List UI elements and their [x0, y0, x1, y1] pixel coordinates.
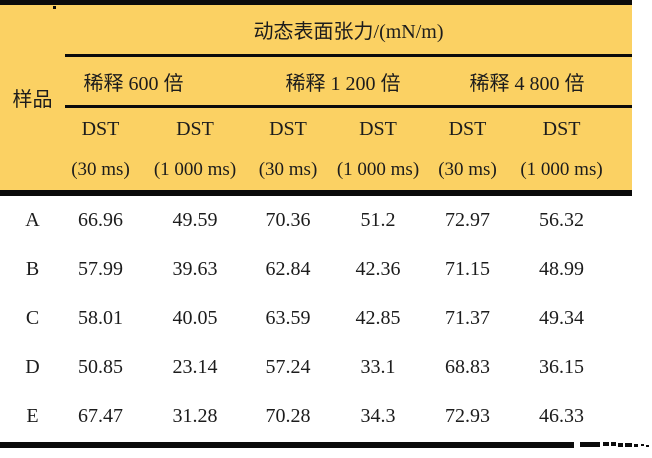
table-row-E: E 67.47 31.28 70.28 34.3 72.93 46.33: [0, 392, 633, 441]
cell-value: 51.2: [334, 193, 422, 245]
cell-value: 72.97: [422, 193, 513, 245]
cell-value: 50.85: [65, 343, 148, 392]
cell-value: 70.36: [242, 193, 334, 245]
cell-value: 67.47: [65, 392, 148, 441]
time-header-1000ms-2: (1 000 ms): [334, 150, 422, 196]
cell-value: 48.99: [513, 245, 633, 294]
table-row-A: A 66.96 49.59 70.36 51.2 72.97 56.32: [0, 193, 633, 245]
cell-value: 66.96: [65, 193, 148, 245]
time-label-row: (30 ms) (1 000 ms) (30 ms) (1 000 ms) (3…: [0, 150, 633, 196]
cell-value: 72.93: [422, 392, 513, 441]
dilution-group-row: 稀释 600 倍 稀释 1 200 倍 稀释 4 800 倍: [0, 55, 633, 108]
sample-column-header: 样品: [0, 2, 65, 196]
cell-value: 42.36: [334, 245, 422, 294]
cell-value: 62.84: [242, 245, 334, 294]
table-row-D: D 50.85 23.14 57.24 33.1 68.83 36.15: [0, 343, 633, 392]
cell-value: 70.28: [242, 392, 334, 441]
cell-value: 46.33: [513, 392, 633, 441]
cell-value: 31.28: [148, 392, 242, 441]
cell-value: 71.37: [422, 294, 513, 343]
dst-header-6: DST: [513, 106, 633, 150]
dst-header-4: DST: [334, 106, 422, 150]
time-header-30ms-3: (30 ms): [422, 150, 513, 196]
time-header-30ms-1: (30 ms): [65, 150, 148, 196]
dst-header-2: DST: [148, 106, 242, 150]
cell-value: 23.14: [148, 343, 242, 392]
time-header-1000ms-3: (1 000 ms): [513, 150, 633, 196]
time-header-30ms-2: (30 ms): [242, 150, 334, 196]
scan-artifact: [646, 445, 649, 447]
group-header-dilution-4800x: 稀释 4 800 倍: [422, 55, 633, 108]
sample-label: A: [0, 193, 65, 245]
cell-value: 68.83: [422, 343, 513, 392]
cell-value: 36.15: [513, 343, 633, 392]
cell-value: 71.15: [422, 245, 513, 294]
sample-label: C: [0, 294, 65, 343]
table-bottom-rule: [0, 442, 574, 448]
cell-value: 56.32: [513, 193, 633, 245]
table-body: A 66.96 49.59 70.36 51.2 72.97 56.32 B 5…: [0, 193, 633, 441]
scan-artifact: [580, 442, 600, 447]
table-header: 样品 动态表面张力/(mN/m) 稀释 600 倍 稀释 1 200 倍 稀释 …: [0, 2, 633, 196]
time-header-1000ms-1: (1 000 ms): [148, 150, 242, 196]
table-row-C: C 58.01 40.05 63.59 42.85 71.37 49.34: [0, 294, 633, 343]
cell-value: 63.59: [242, 294, 334, 343]
scan-artifact: [625, 443, 632, 447]
sample-label: E: [0, 392, 65, 441]
scan-artifact: [618, 443, 623, 447]
table-title: 动态表面张力/(mN/m): [65, 2, 633, 57]
scan-artifact: [634, 444, 638, 447]
dynamic-surface-tension-table: 样品 动态表面张力/(mN/m) 稀释 600 倍 稀释 1 200 倍 稀释 …: [0, 0, 633, 441]
dst-header-3: DST: [242, 106, 334, 150]
scan-artifact: [641, 444, 644, 446]
table-row-B: B 57.99 39.63 62.84 42.36 71.15 48.99: [0, 245, 633, 294]
dst-header-1: DST: [65, 106, 148, 150]
scan-artifact: [603, 442, 609, 446]
cell-value: 49.34: [513, 294, 633, 343]
cell-value: 39.63: [148, 245, 242, 294]
cell-value: 57.24: [242, 343, 334, 392]
sample-label: B: [0, 245, 65, 294]
group-header-dilution-600x: 稀释 600 倍: [65, 55, 242, 108]
scan-artifact: [611, 442, 616, 446]
dst-header-5: DST: [422, 106, 513, 150]
cell-value: 34.3: [334, 392, 422, 441]
title-row: 样品 动态表面张力/(mN/m): [0, 2, 633, 196]
cell-value: 58.01: [65, 294, 148, 343]
cell-value: 49.59: [148, 193, 242, 245]
scan-artifact: [53, 6, 56, 9]
cell-value: 40.05: [148, 294, 242, 343]
cell-value: 33.1: [334, 343, 422, 392]
cell-value: 42.85: [334, 294, 422, 343]
group-header-dilution-1200x: 稀释 1 200 倍: [242, 55, 422, 108]
cell-value: 57.99: [65, 245, 148, 294]
sample-label: D: [0, 343, 65, 392]
dst-label-row: DST DST DST DST DST DST: [0, 106, 633, 150]
